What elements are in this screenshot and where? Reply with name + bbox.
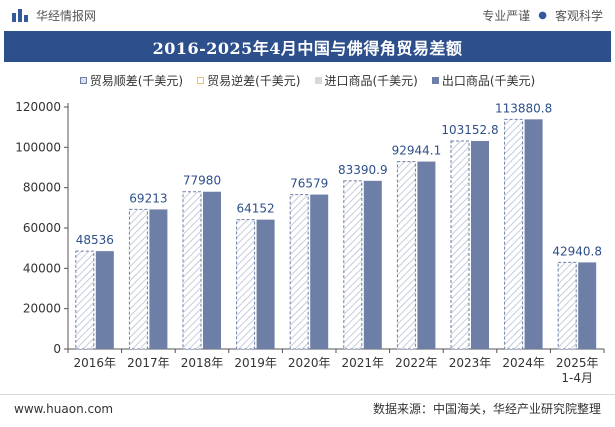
tagline-right: 客观科学 [554, 8, 603, 23]
x-tick-label: 2024年 [502, 356, 545, 370]
legend-swatch-surplus [79, 76, 87, 84]
legend-item-deficit[interactable]: 贸易逆差(千美元) [197, 70, 301, 90]
bar-export[interactable] [256, 219, 275, 349]
x-tick-label: 2019年 [234, 356, 277, 370]
data-label: 69213 [129, 191, 167, 205]
legend-label-surplus: 贸易顺差(千美元) [89, 73, 184, 88]
brand[interactable]: 华经情报网 [0, 7, 96, 24]
y-axis: 0 20000 40000 60000 80000 100000 120000 [15, 100, 69, 356]
legend-label-import: 进口商品(千美元) [324, 73, 418, 88]
legend-label-export: 出口商品(千美元) [441, 73, 536, 88]
y-tick-label: 60000 [23, 221, 61, 235]
legend-item-export[interactable]: 出口商品(千美元) [431, 70, 536, 90]
bar-export[interactable] [471, 140, 489, 349]
x-tick-label: 2022年 [395, 356, 438, 370]
data-label: 103152.8 [441, 123, 498, 137]
x-tick-label: 2021年 [342, 356, 385, 370]
bar-surplus[interactable] [182, 191, 202, 350]
x-tick-label: 2023年 [449, 356, 492, 370]
y-tick-label: 20000 [23, 302, 61, 316]
data-label: 42940.8 [552, 244, 602, 258]
chart-title: 2016-2025年4月中国与佛得角贸易差额 [4, 31, 611, 62]
bar-export[interactable] [363, 180, 382, 349]
data-label: 48536 [76, 233, 114, 247]
bar-export[interactable] [203, 191, 221, 349]
bar-surplus[interactable] [450, 140, 470, 350]
bar-surplus[interactable] [289, 194, 309, 350]
data-label: 113880.8 [495, 101, 552, 115]
y-tick-label: 0 [53, 342, 61, 356]
y-tick-label: 100000 [15, 140, 61, 154]
data-label: 83390.9 [338, 163, 388, 177]
legend-label-deficit: 贸易逆差(千美元) [207, 73, 301, 88]
bar-export[interactable] [310, 194, 329, 349]
bar-export[interactable] [524, 119, 543, 349]
legend: 贸易顺差(千美元) 贸易逆差(千美元) 进口商品(千美元) 出口商品(千美元) [0, 70, 615, 90]
legend-swatch-deficit [197, 76, 205, 84]
y-tick-label: 120000 [15, 100, 61, 114]
legend-item-import[interactable]: 进口商品(千美元) [314, 70, 418, 90]
bar-export[interactable] [95, 251, 114, 349]
data-label: 64152 [237, 202, 275, 216]
data-label: 92944.1 [392, 144, 442, 158]
bar-export[interactable] [578, 262, 597, 349]
x-tick-label: 2025年 1-4月 [556, 356, 599, 385]
tagline-left: 专业严谨 [482, 8, 531, 23]
bar-surplus[interactable] [128, 208, 148, 350]
bar-surplus[interactable] [75, 250, 95, 350]
bar-surplus[interactable] [504, 118, 524, 350]
legend-item-surplus[interactable]: 贸易顺差(千美元) [79, 70, 184, 90]
separator-dot-icon: ● [538, 9, 547, 21]
y-tick-label: 40000 [23, 261, 61, 275]
bar-surplus[interactable] [396, 161, 416, 350]
x-tick-label: 2020年 [288, 356, 331, 370]
data-label: 76579 [290, 177, 328, 191]
site-name: 华经情报网 [36, 8, 97, 23]
bar-surplus[interactable] [557, 261, 577, 350]
legend-swatch-export [431, 76, 439, 84]
top-bar: 华经情报网 专业严谨 ● 客观科学 [0, 0, 615, 30]
x-tick-label: 2018年 [181, 356, 224, 370]
tagline: 专业严谨 ● 客观科学 [482, 7, 615, 24]
x-tick-label: 2016年 [74, 356, 117, 370]
data-label: 77980 [183, 174, 221, 188]
bar-export[interactable] [417, 161, 436, 349]
bar-export[interactable] [149, 209, 168, 349]
footer: www.huaon.com 数据来源：中国海关，华经产业研究院整理 [0, 394, 615, 422]
x-axis: 2016年 2017年 2018年 2019年 2020年 2021年 2022年 2023年… [67, 348, 605, 385]
bar-chart-logo-icon [12, 8, 28, 22]
y-tick-label: 80000 [23, 181, 61, 195]
bar-surplus[interactable] [343, 180, 363, 350]
footer-source: 数据来源：中国海关，华经产业研究院整理 [372, 402, 601, 416]
x-tick-label: 2017年 [127, 356, 170, 370]
footer-website[interactable]: www.huaon.com [14, 401, 114, 416]
bars: 48536 69213 77980 64152 76579 83390.9 92944.1 1… [75, 101, 602, 350]
bar-surplus[interactable] [236, 219, 256, 350]
legend-swatch-import [314, 76, 322, 84]
